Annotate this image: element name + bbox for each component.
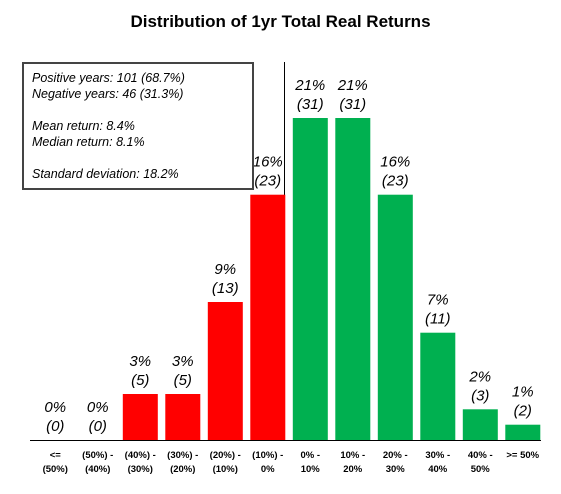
stat-mean-return: Mean return: 8.4% bbox=[32, 119, 135, 133]
x-tick-label: >= 50% bbox=[506, 450, 539, 461]
bar-percent-label: 0% bbox=[44, 399, 66, 416]
bar-count-label: (23) bbox=[382, 173, 409, 190]
bar-count-label: (3) bbox=[471, 387, 489, 404]
x-tick-label: 0% -10% bbox=[300, 450, 320, 475]
bar bbox=[505, 424, 541, 440]
bar-labels-group: 0% (0) 0% (0) 3% (5) 3% (5) 9% (13) 16% (23) 21% (31)… bbox=[44, 77, 533, 435]
bar-percent-label: 21% bbox=[294, 77, 325, 94]
bar bbox=[462, 409, 498, 440]
bar-count-label: (11) bbox=[425, 311, 451, 328]
bars-group bbox=[122, 118, 541, 440]
bar-count-label: (5) bbox=[131, 372, 149, 389]
bar-percent-label: 1% bbox=[512, 384, 534, 401]
bar bbox=[420, 332, 456, 440]
bar-count-label: (0) bbox=[89, 418, 107, 435]
bar bbox=[165, 394, 201, 440]
bar bbox=[122, 394, 158, 440]
x-tick-labels-group: <= (50%) (50%) -(40%) (40%) -(30%) (30%) -(2… bbox=[43, 450, 540, 475]
x-tick-label: (50%) -(40%) bbox=[82, 450, 113, 475]
stat-standard-deviation: Standard deviation: 18.2% bbox=[32, 167, 179, 181]
bar-percent-label: 16% bbox=[380, 154, 410, 171]
bar bbox=[207, 302, 243, 440]
bar-percent-label: 3% bbox=[172, 353, 194, 370]
x-tick-label: <= (50%) bbox=[43, 450, 68, 475]
x-tick-label: 40% -50% bbox=[468, 450, 493, 475]
x-tick-label: 30% -40% bbox=[425, 450, 450, 475]
stat-negative-years: Negative years: 46 (31.3%) bbox=[32, 87, 184, 101]
chart-title: Distribution of 1yr Total Real Returns bbox=[130, 12, 431, 31]
stat-median-return: Median return: 8.1% bbox=[32, 135, 145, 149]
bar-count-label: (5) bbox=[174, 372, 192, 389]
bar bbox=[377, 194, 413, 440]
bar bbox=[335, 118, 371, 440]
x-tick-label: (20%) -(10%) bbox=[210, 450, 241, 475]
x-tick-label: (10%) -0% bbox=[252, 450, 283, 475]
bar-percent-label: 2% bbox=[468, 368, 491, 385]
bar-count-label: (13) bbox=[212, 280, 239, 297]
bar-percent-label: 21% bbox=[337, 77, 368, 94]
bar-percent-label: 16% bbox=[253, 154, 283, 171]
bar-percent-label: 7% bbox=[427, 292, 449, 309]
bar-percent-label: 3% bbox=[129, 353, 151, 370]
x-tick-label: (30%) -(20%) bbox=[167, 450, 198, 475]
bar-count-label: (31) bbox=[297, 96, 324, 113]
bar-percent-label: 0% bbox=[87, 399, 109, 416]
bar-count-label: (23) bbox=[254, 173, 281, 190]
x-tick-label: 10% -20% bbox=[340, 450, 365, 475]
x-tick-label: (40%) -(30%) bbox=[125, 450, 156, 475]
bar bbox=[292, 118, 328, 440]
bar-count-label: (31) bbox=[339, 96, 366, 113]
bar-percent-label: 9% bbox=[214, 261, 236, 278]
stats-box: Positive years: 101 (68.7%) Negative yea… bbox=[22, 62, 254, 190]
bar-count-label: (2) bbox=[514, 403, 532, 420]
bar-count-label: (0) bbox=[46, 418, 64, 435]
bar bbox=[250, 194, 286, 440]
stat-positive-years: Positive years: 101 (68.7%) bbox=[32, 71, 185, 85]
x-tick-label: 20% -30% bbox=[383, 450, 408, 475]
